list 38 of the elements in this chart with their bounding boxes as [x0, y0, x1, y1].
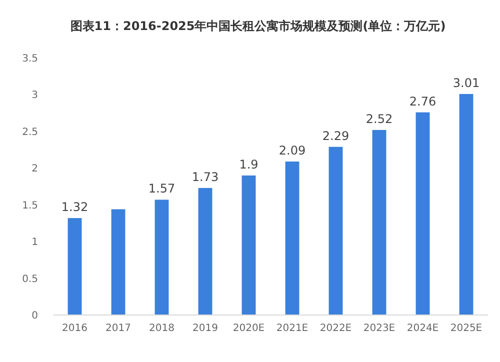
chart-title: 图表11：2016-2025年中国长租公寓市场规模及预测(单位：万亿元) [70, 19, 446, 33]
data-label: 1.32 [61, 200, 88, 214]
x-tick-label: 2024E [406, 323, 439, 334]
bar [242, 175, 256, 315]
bar [416, 112, 430, 315]
data-label: 2.29 [322, 128, 350, 143]
bar [328, 146, 343, 315]
data-label: 1.57 [148, 182, 176, 196]
x-tick-label: 2017 [106, 323, 131, 334]
bar [372, 130, 386, 315]
x-tick-label: 2025E [450, 323, 482, 334]
bar [154, 200, 169, 315]
x-tick-label: 2023E [363, 323, 396, 334]
y-tick-label: 0.5 [22, 274, 38, 285]
x-tick-label: 2022E [320, 323, 352, 334]
bar [198, 188, 212, 315]
y-tick-label: 0 [32, 310, 38, 322]
data-label: 1.73 [192, 170, 219, 184]
data-label: 2.76 [409, 94, 436, 108]
bar [459, 94, 474, 315]
x-tick-label: 2016 [62, 323, 88, 334]
x-tick-label: 2018 [149, 323, 174, 334]
x-tick-label: 2020E [232, 323, 265, 334]
data-label: 1.9 [239, 157, 258, 172]
y-tick-label: 3 [32, 90, 38, 102]
y-tick-label: 1 [32, 237, 38, 248]
bar [68, 218, 82, 315]
bar [111, 209, 126, 315]
y-tick-label: 3.5 [22, 54, 38, 64]
x-tick-label: 2021E [276, 323, 308, 334]
y-tick-label: 2.5 [22, 126, 38, 138]
data-label: 2.52 [366, 112, 393, 126]
x-tick-label: 2019 [192, 323, 218, 334]
y-tick-label: 1.5 [22, 200, 38, 212]
bar [285, 162, 300, 315]
data-label: 2.09 [278, 144, 306, 158]
y-tick-label: 2 [32, 164, 38, 175]
data-label: 3.01 [452, 76, 480, 90]
